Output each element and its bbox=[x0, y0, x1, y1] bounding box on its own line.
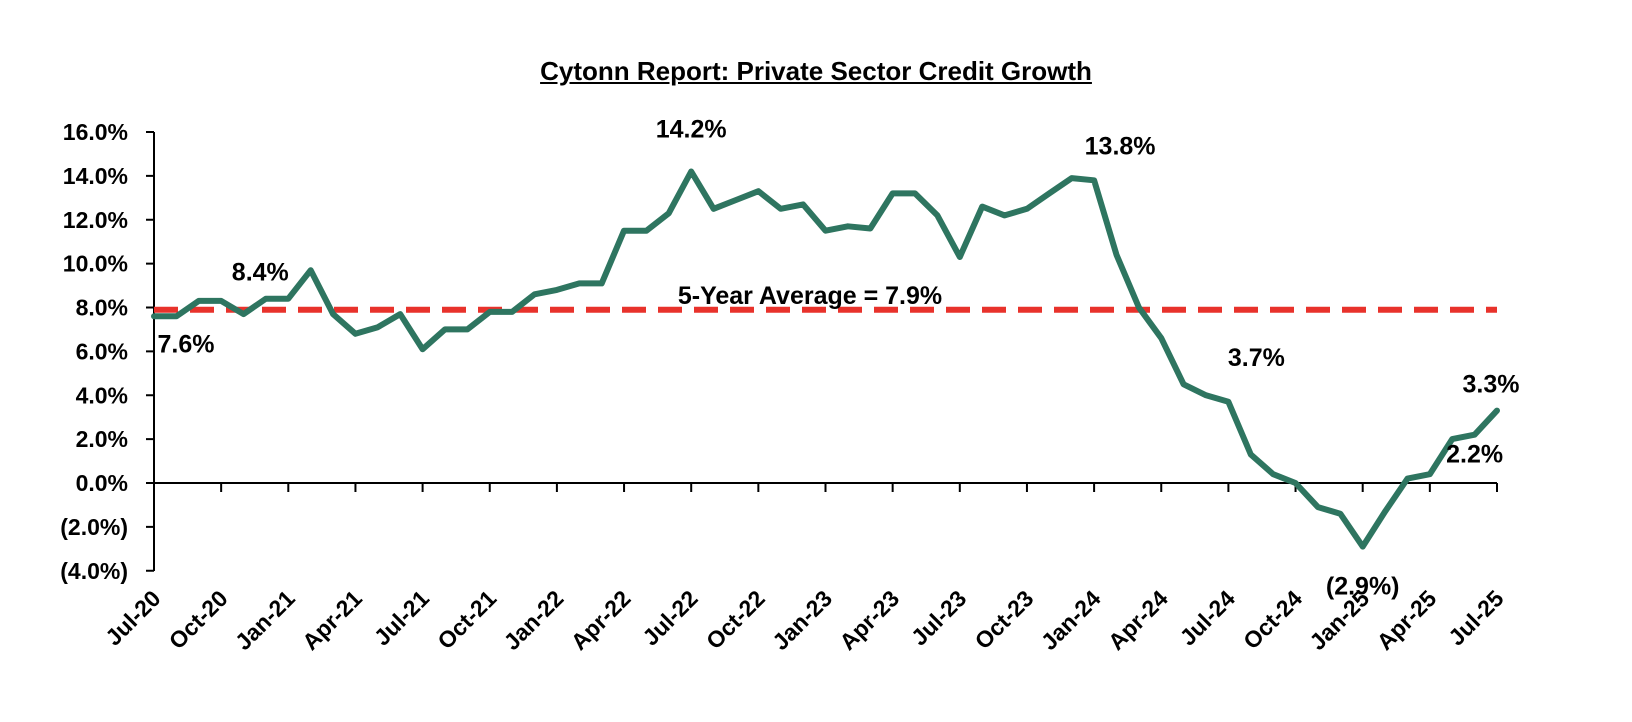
data-label: 7.6% bbox=[158, 330, 215, 358]
x-tick-label: Apr-24 bbox=[1103, 585, 1173, 655]
y-axis-tick-labels: 16.0% 14.0% 12.0% 10.0% 8.0% 6.0% 4.0% 2.0% 0.0%… bbox=[60, 119, 128, 584]
x-tick-label: Oct-23 bbox=[969, 585, 1038, 654]
y-tick-label: 10.0% bbox=[63, 251, 128, 277]
y-tick-label: 2.0% bbox=[76, 426, 128, 452]
axes bbox=[146, 131, 1498, 572]
x-tick-label: Oct-24 bbox=[1238, 585, 1307, 654]
data-label: 3.3% bbox=[1463, 371, 1520, 399]
x-tick-label: Oct-20 bbox=[164, 585, 233, 654]
average-line-group: 5-Year Average = 7.9% bbox=[154, 282, 1497, 313]
y-tick-label: 4.0% bbox=[76, 382, 128, 408]
x-tick-label: Jan-22 bbox=[499, 585, 569, 655]
average-line-label: 5-Year Average = 7.9% bbox=[678, 282, 942, 310]
y-tick-label: 6.0% bbox=[76, 338, 128, 364]
y-tick-label: 0.0% bbox=[76, 470, 128, 496]
x-tick-label: Jan-21 bbox=[230, 585, 300, 655]
series-group bbox=[151, 168, 1500, 550]
y-tick-label: (4.0%) bbox=[60, 558, 128, 584]
x-tick-label: Jul-22 bbox=[637, 585, 702, 650]
data-label: 13.8% bbox=[1085, 132, 1156, 160]
y-tick-label: 16.0% bbox=[63, 119, 128, 145]
y-tick-label: 12.0% bbox=[63, 207, 128, 233]
data-label: 14.2% bbox=[656, 115, 727, 143]
x-tick-label: Jul-20 bbox=[100, 585, 165, 650]
y-tick-label: 8.0% bbox=[76, 295, 128, 321]
x-tick-label: Jul-23 bbox=[906, 585, 971, 650]
x-tick-label: Apr-23 bbox=[834, 585, 904, 655]
x-tick-label: Jan-23 bbox=[767, 585, 837, 655]
x-tick-label: Jul-24 bbox=[1175, 585, 1241, 651]
x-tick-label: Jul-25 bbox=[1443, 585, 1509, 651]
chart-title: Cytonn Report: Private Sector Credit Gro… bbox=[540, 56, 1092, 86]
x-tick-label: Oct-21 bbox=[432, 585, 501, 654]
x-tick-label: Jul-21 bbox=[369, 585, 435, 651]
x-tick-label: Jan-24 bbox=[1036, 585, 1106, 655]
x-tick-label: Oct-22 bbox=[701, 585, 770, 654]
y-tick-label: 14.0% bbox=[63, 163, 128, 189]
data-label: 8.4% bbox=[232, 259, 289, 287]
data-label: 3.7% bbox=[1228, 344, 1285, 372]
data-label: (2.9%) bbox=[1326, 573, 1400, 601]
x-tick-label: Apr-22 bbox=[566, 585, 636, 655]
data-label: 2.2% bbox=[1446, 441, 1503, 469]
series-line bbox=[151, 168, 1500, 550]
x-tick-label: Apr-21 bbox=[297, 585, 367, 655]
y-tick-label: (2.0%) bbox=[60, 514, 128, 540]
annotations: 7.6% 8.4% 14.2% 13.8% 3.7% (2.9%) 2.2% 3.3% bbox=[158, 115, 1520, 600]
